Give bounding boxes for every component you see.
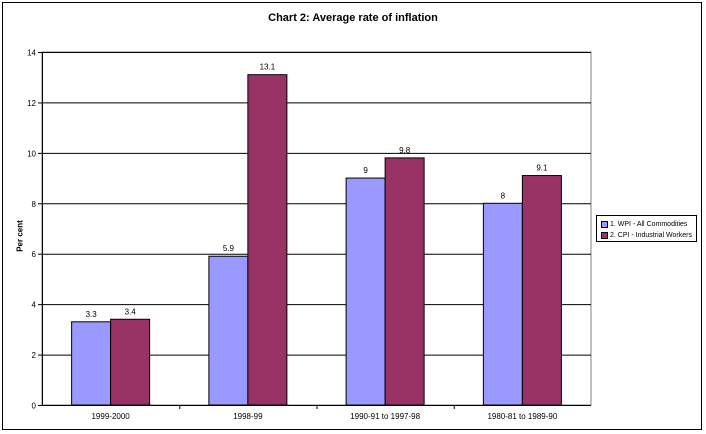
bar-cpi-0 xyxy=(110,318,151,406)
data-label-wpi-1: 5.9 xyxy=(223,244,235,253)
y-tick-label-6: 12 xyxy=(27,99,36,108)
x-tick-label-3: 1980-81 to 1989-90 xyxy=(487,412,557,421)
bar-cpi-3 xyxy=(521,175,562,406)
legend-label-cpi: 2. CPI - Industrial Workers xyxy=(610,231,692,239)
bar-wpi-1 xyxy=(208,255,249,406)
data-label-wpi-0: 3.3 xyxy=(86,310,98,319)
y-tick-label-5: 10 xyxy=(27,149,36,158)
x-tick-label-1: 1998-99 xyxy=(233,412,263,421)
bar-cpi-2 xyxy=(384,157,425,406)
data-label-cpi-0: 3.4 xyxy=(125,307,137,316)
bar-cpi-1 xyxy=(247,74,288,406)
data-label-cpi-1: 13.1 xyxy=(260,63,276,72)
legend-swatch-wpi xyxy=(601,220,608,228)
y-tick-label-1: 2 xyxy=(32,351,37,360)
legend-item-wpi: 1. WPI - All Commodities xyxy=(601,219,687,229)
legend-swatch-cpi xyxy=(601,231,608,239)
legend-item-cpi: 2. CPI - Industrial Workers xyxy=(601,230,692,240)
chart-title: Chart 2: Average rate of inflation xyxy=(268,12,438,24)
data-label-wpi-2: 9 xyxy=(363,166,368,175)
x-tick-label-2: 1990-91 to 1997-98 xyxy=(350,412,420,421)
bar-wpi-0 xyxy=(71,321,112,406)
data-label-cpi-3: 9.1 xyxy=(536,164,548,173)
bar-wpi-2 xyxy=(345,177,386,406)
y-tick-label-2: 4 xyxy=(32,301,37,310)
data-label-cpi-2: 9.8 xyxy=(399,146,411,155)
legend: 1. WPI - All Commodities 2. CPI - Indust… xyxy=(596,215,697,242)
x-tick-label-0: 1999-2000 xyxy=(91,412,130,421)
bar-wpi-3 xyxy=(482,202,523,406)
y-tick-label-4: 8 xyxy=(32,200,37,209)
y-tick-label-0: 0 xyxy=(32,402,37,411)
data-label-wpi-3: 8 xyxy=(501,191,506,200)
y-tick-label-3: 6 xyxy=(32,250,37,259)
legend-label-wpi: 1. WPI - All Commodities xyxy=(610,220,688,228)
y-tick-label-7: 14 xyxy=(27,49,36,58)
